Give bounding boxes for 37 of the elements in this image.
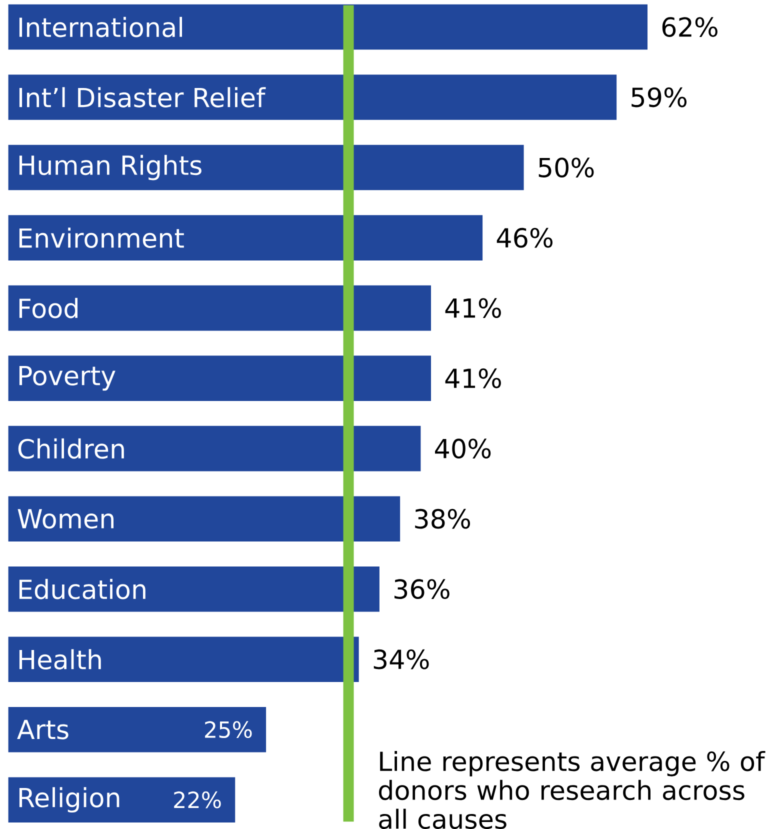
y-tick-label: Children <box>18 438 124 459</box>
bar <box>8 706 266 752</box>
bar <box>8 636 359 682</box>
data-label: 22% <box>174 791 221 808</box>
data-label: 38% <box>414 508 470 529</box>
ref-line-label: Line represents average % of donors who research across all causes <box>378 750 766 829</box>
data-label: 34% <box>374 649 429 670</box>
data-label: 50% <box>538 158 594 178</box>
bar <box>8 285 431 331</box>
y-tick-label: Health <box>19 649 101 670</box>
bar <box>8 74 616 120</box>
y-tick-label: Int’l Disaster Relief <box>19 87 266 108</box>
data-label: 62% <box>662 17 718 37</box>
data-label: 41% <box>445 298 501 318</box>
bar <box>8 356 431 401</box>
data-label: 41% <box>445 368 501 388</box>
bar <box>8 496 400 542</box>
data-label: 40% <box>434 438 490 458</box>
y-tick-label: Environment <box>19 228 184 248</box>
y-tick-label: Religion <box>19 787 120 813</box>
bar <box>8 426 421 472</box>
y-tick-label: International <box>19 16 182 38</box>
bar <box>8 566 380 612</box>
bar <box>8 4 648 50</box>
y-tick-label: Food <box>19 298 78 318</box>
y-tick-label: Poverty <box>19 366 116 391</box>
y-tick-label: Human Rights <box>19 154 202 180</box>
data-label: 25% <box>204 721 252 738</box>
y-tick-label: Education <box>19 578 146 600</box>
data-label: 46% <box>496 228 552 248</box>
data-label: 36% <box>394 579 450 600</box>
bar <box>8 144 524 190</box>
bar <box>8 777 235 823</box>
bar <box>8 215 482 260</box>
y-tick-label: Arts <box>16 720 68 740</box>
data-label: 59% <box>632 87 686 108</box>
y-tick-label: Women <box>18 509 114 529</box>
